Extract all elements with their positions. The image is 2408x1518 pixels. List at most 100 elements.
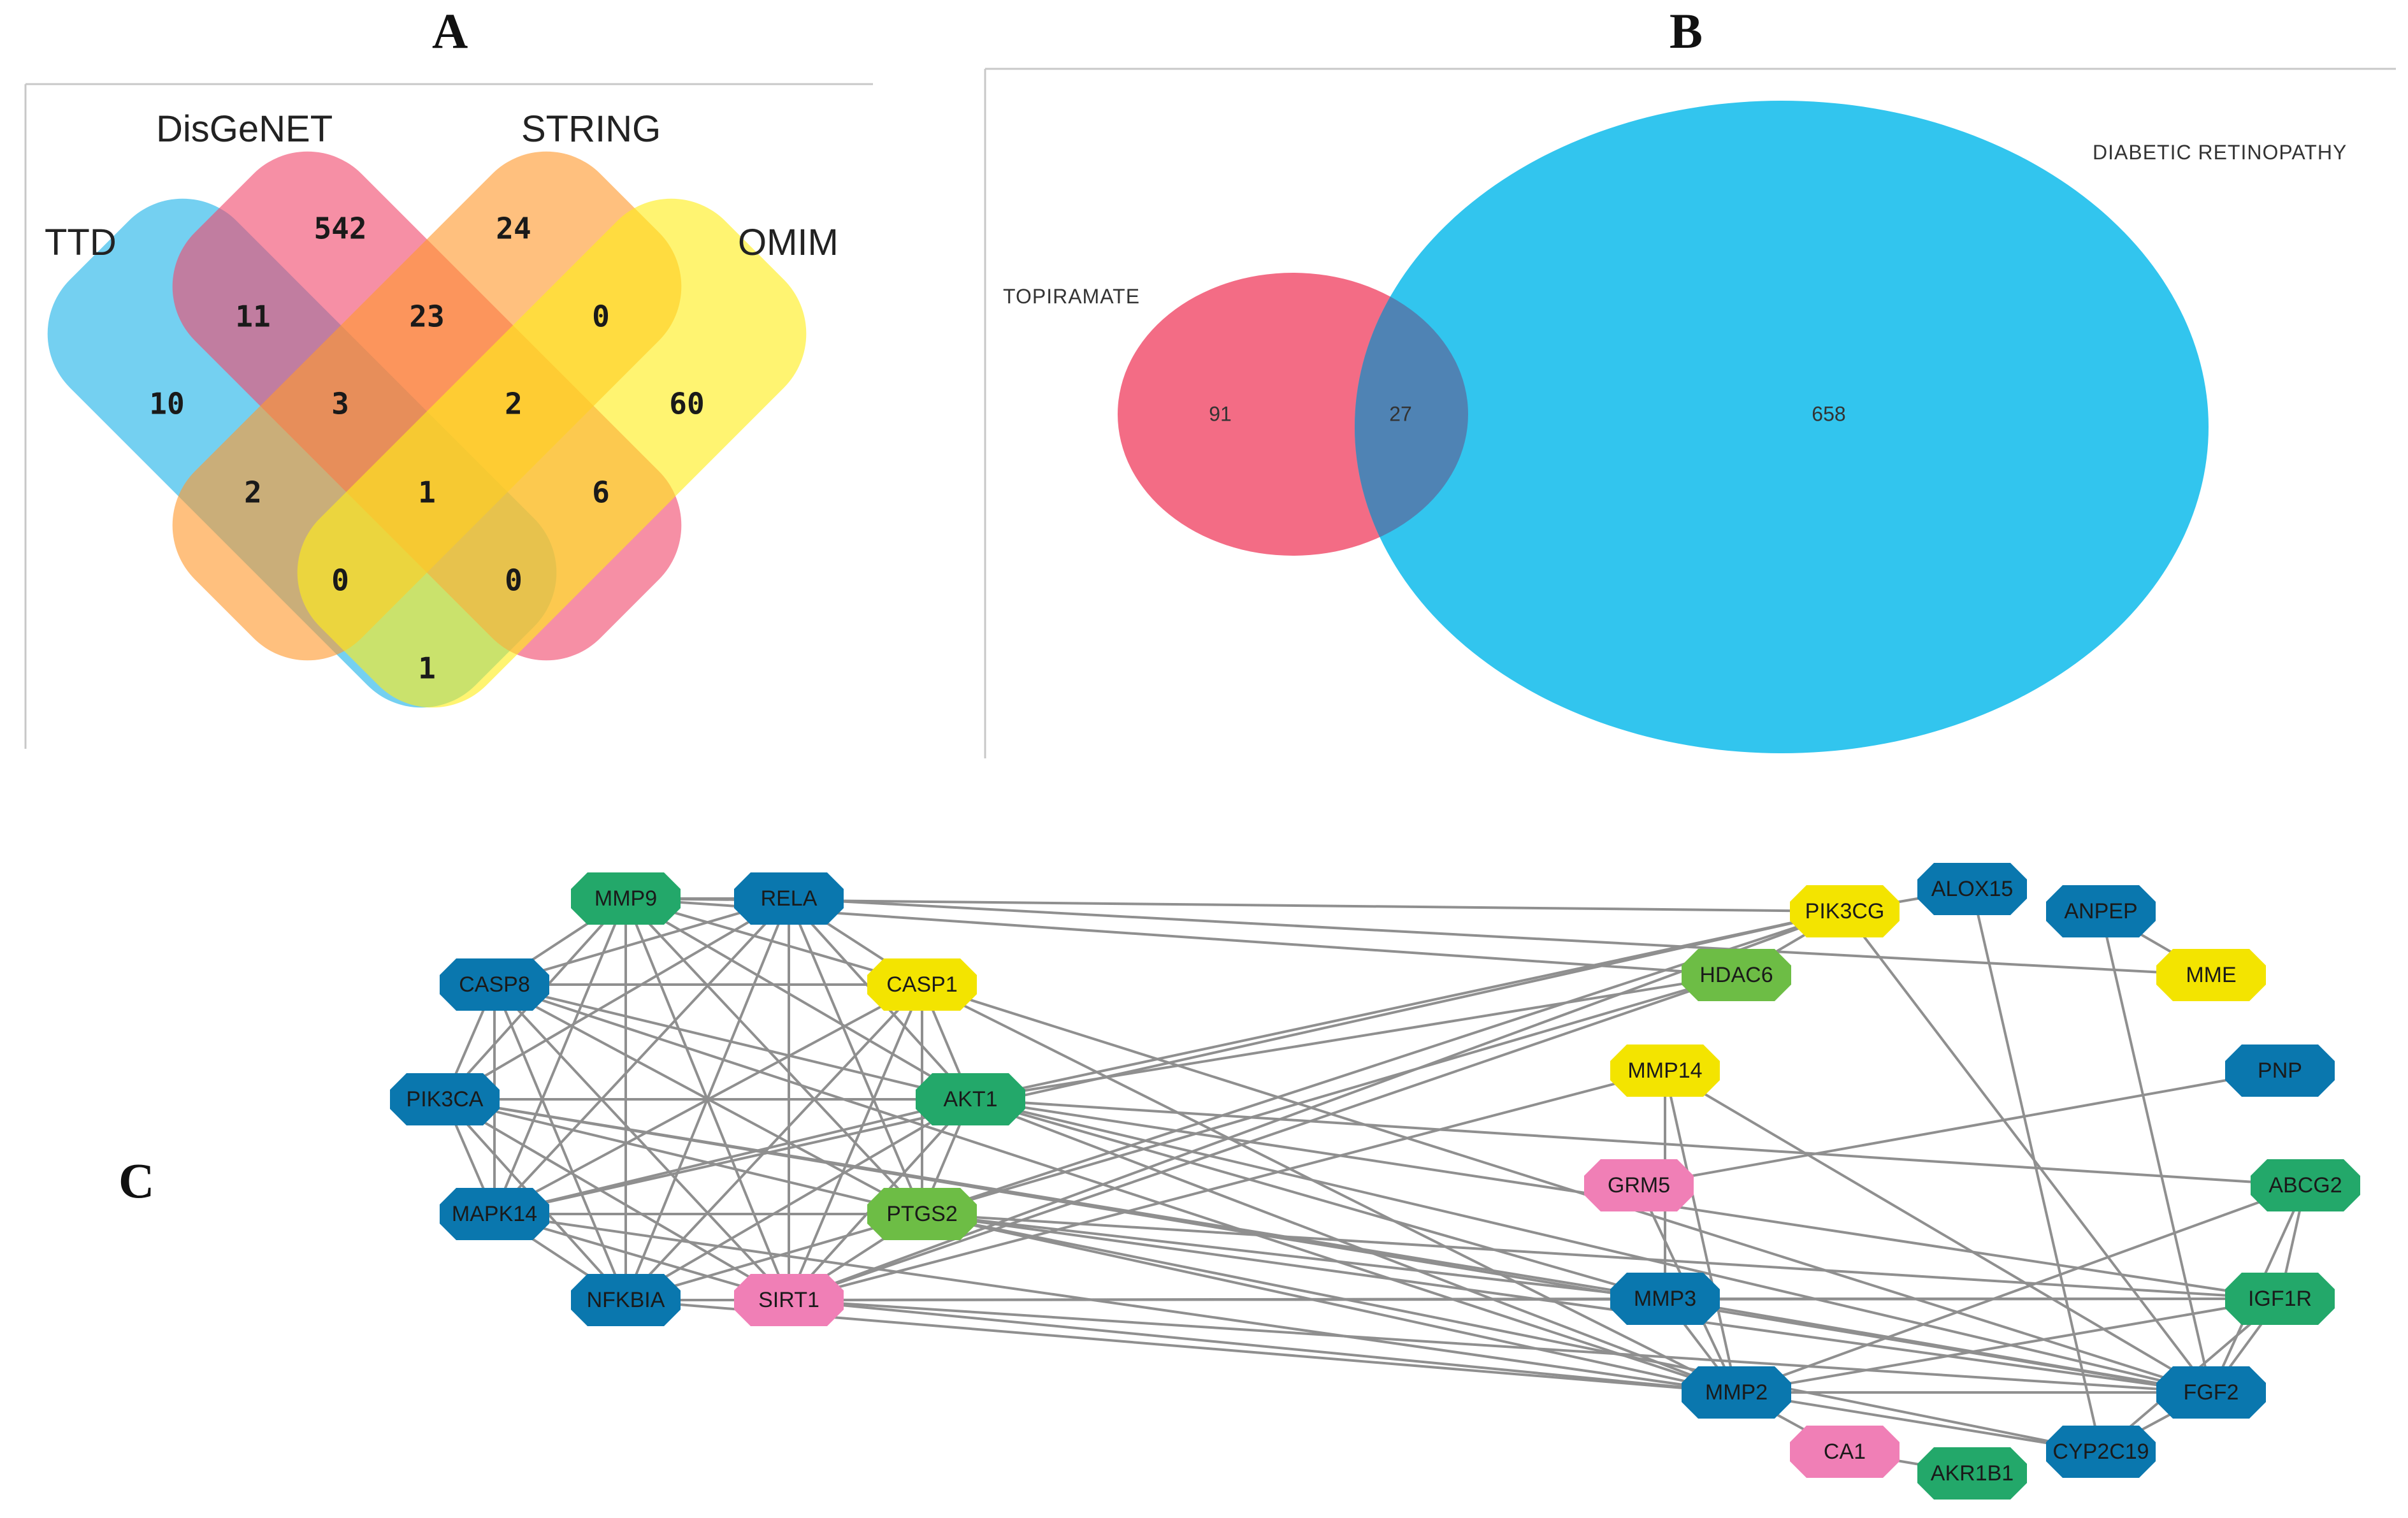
node-label-mmp14: MMP14 (1627, 1059, 1702, 1083)
node-shape-mmp3 (1610, 1273, 1720, 1325)
edge-casp8-sirt1 (493, 983, 790, 1301)
node-shape-nfkbia (571, 1274, 681, 1326)
protein-interaction-network: MMP9 RELA CASP8 CASP1 PIK3CA AKT1 MAPK14 PTGS2 N… (390, 863, 2360, 1500)
edge-alox15-cyp2c19 (1971, 888, 2102, 1452)
node-igf1r[interactable]: IGF1R (2225, 1273, 2335, 1325)
edge-akt1-mmp2 (970, 1098, 1737, 1394)
edge-mmp14-fgf2 (1664, 1069, 2212, 1394)
edge-pik3ca-sirt1 (443, 1098, 790, 1301)
edge-rela-mme (788, 897, 2212, 976)
node-shape-igf1r (2225, 1273, 2335, 1325)
node-sirt1[interactable]: SIRT1 (734, 1274, 844, 1326)
node-label-akt1: AKT1 (943, 1087, 997, 1111)
edge-sirt1-mmp2 (788, 1299, 1737, 1394)
node-pnp[interactable]: PNP (2225, 1045, 2335, 1097)
edge-mapk14-pik3cg (494, 910, 1845, 1215)
edge-akt1-mapk14 (494, 1098, 971, 1215)
set-label-disgenet: DisGeNET (156, 108, 333, 150)
node-ca1[interactable]: CA1 (1790, 1426, 1900, 1478)
node-label-anpep: ANPEP (2064, 899, 2137, 923)
node-label-mmp2: MMP2 (1705, 1380, 1768, 1405)
region-ttd-omim: 1 (418, 651, 436, 686)
node-anpep[interactable]: ANPEP (2046, 885, 2156, 937)
node-shape-akr1b1 (1917, 1447, 2027, 1500)
edge-ptgs2-mmp2 (921, 1213, 1737, 1394)
region-string-only: 24 (496, 212, 531, 246)
node-shape-alox15 (1917, 863, 2027, 915)
edge-akt1-nfkbia (624, 1098, 972, 1301)
edge-sirt1-hdac6 (788, 974, 1737, 1301)
node-label-akr1b1: AKR1B1 (1931, 1461, 2014, 1485)
node-nfkbia[interactable]: NFKBIA (571, 1274, 681, 1326)
node-mmp14[interactable]: MMP14 (1610, 1045, 1720, 1097)
edge-pik3ca-ptgs2 (444, 1098, 923, 1215)
node-shape-mmp9 (571, 872, 681, 925)
node-shape-hdac6 (1682, 949, 1791, 1001)
set-label-ttd: TTD (45, 222, 117, 263)
node-abcg2[interactable]: ABCG2 (2251, 1159, 2360, 1211)
region-disgenet-only: 542 (314, 212, 366, 246)
node-mmp2[interactable]: MMP2 (1682, 1366, 1791, 1419)
node-shape-ptgs2 (867, 1188, 977, 1240)
node-ptgs2[interactable]: PTGS2 (867, 1188, 977, 1240)
node-shape-rela (734, 872, 844, 925)
edge-rela-mapk14 (493, 897, 790, 1215)
topiramate-label: TOPIRAMATE (1003, 285, 1140, 308)
node-cyp2c19[interactable]: CYP2C19 (2046, 1426, 2156, 1478)
node-shape-pnp (2225, 1045, 2335, 1097)
diabetic-retinopathy-label: DIABETIC RETINOPATHY (2093, 141, 2347, 164)
edge-ptgs2-fgf2 (921, 1213, 2212, 1394)
node-shape-abcg2 (2251, 1159, 2360, 1211)
node-hdac6[interactable]: HDAC6 (1682, 949, 1791, 1001)
node-mmp3[interactable]: MMP3 (1610, 1273, 1720, 1325)
node-shape-pik3cg (1790, 885, 1900, 937)
edge-sirt1-fgf2 (788, 1299, 2212, 1394)
node-mapk14[interactable]: MAPK14 (440, 1188, 549, 1240)
edge-igf1r-mmp2 (1736, 1298, 2281, 1394)
panel-letter-b: B (1669, 3, 1703, 59)
node-mmp9[interactable]: MMP9 (571, 872, 681, 925)
node-shape-mmp2 (1682, 1366, 1791, 1419)
diabetic-retinopathy-set (1355, 101, 2209, 753)
edge-pik3ca-fgf2 (444, 1098, 2212, 1394)
node-label-nfkbia: NFKBIA (587, 1288, 665, 1312)
node-casp8[interactable]: CASP8 (440, 958, 549, 1011)
edge-ptgs2-mmp3 (921, 1213, 1666, 1300)
node-alox15[interactable]: ALOX15 (1917, 863, 2027, 915)
node-label-ptgs2: PTGS2 (886, 1202, 957, 1226)
edge-ptgs2-igf1r (921, 1213, 2281, 1300)
region-disgenet-string-omim: 2 (505, 387, 523, 421)
edge-akt1-fgf2 (970, 1098, 2212, 1394)
node-shape-casp8 (440, 958, 549, 1011)
venn-set-string (172, 151, 682, 661)
node-label-mmp3: MMP3 (1634, 1287, 1696, 1311)
node-casp1[interactable]: CASP1 (867, 958, 977, 1011)
node-rela[interactable]: RELA (734, 872, 844, 925)
region-ttd-string-omim: 0 (331, 563, 349, 598)
node-fgf2[interactable]: FGF2 (2156, 1366, 2266, 1419)
node-pik3cg[interactable]: PIK3CG (1790, 885, 1900, 937)
region-ttd-string: 2 (244, 475, 262, 510)
node-pik3ca[interactable]: PIK3CA (390, 1073, 500, 1125)
node-akr1b1[interactable]: AKR1B1 (1917, 1447, 2027, 1500)
region-omim-only: 60 (669, 387, 704, 421)
node-shape-sirt1 (734, 1274, 844, 1326)
node-shape-anpep (2046, 885, 2156, 937)
node-akt1[interactable]: AKT1 (916, 1073, 1025, 1125)
region-all-four: 1 (418, 475, 436, 510)
edge-pik3cg-fgf2 (1843, 910, 2212, 1394)
node-label-casp8: CASP8 (459, 972, 530, 997)
node-label-ca1: CA1 (1824, 1440, 1866, 1464)
region-ttd-disgenet-string: 3 (331, 387, 349, 421)
node-shape-ca1 (1790, 1426, 1900, 1478)
node-grm5[interactable]: GRM5 (1584, 1159, 1694, 1211)
node-mme[interactable]: MME (2156, 949, 2266, 1001)
edge-casp8-akt1 (494, 983, 971, 1101)
edge-sirt1-mmp14 (788, 1069, 1666, 1301)
node-label-pik3cg: PIK3CG (1805, 899, 1885, 923)
node-label-fgf2: FGF2 (2184, 1380, 2239, 1405)
node-label-alox15: ALOX15 (1931, 877, 2014, 901)
node-label-mapk14: MAPK14 (452, 1202, 537, 1226)
node-label-sirt1: SIRT1 (758, 1288, 819, 1312)
node-label-pnp: PNP (2258, 1059, 2302, 1083)
